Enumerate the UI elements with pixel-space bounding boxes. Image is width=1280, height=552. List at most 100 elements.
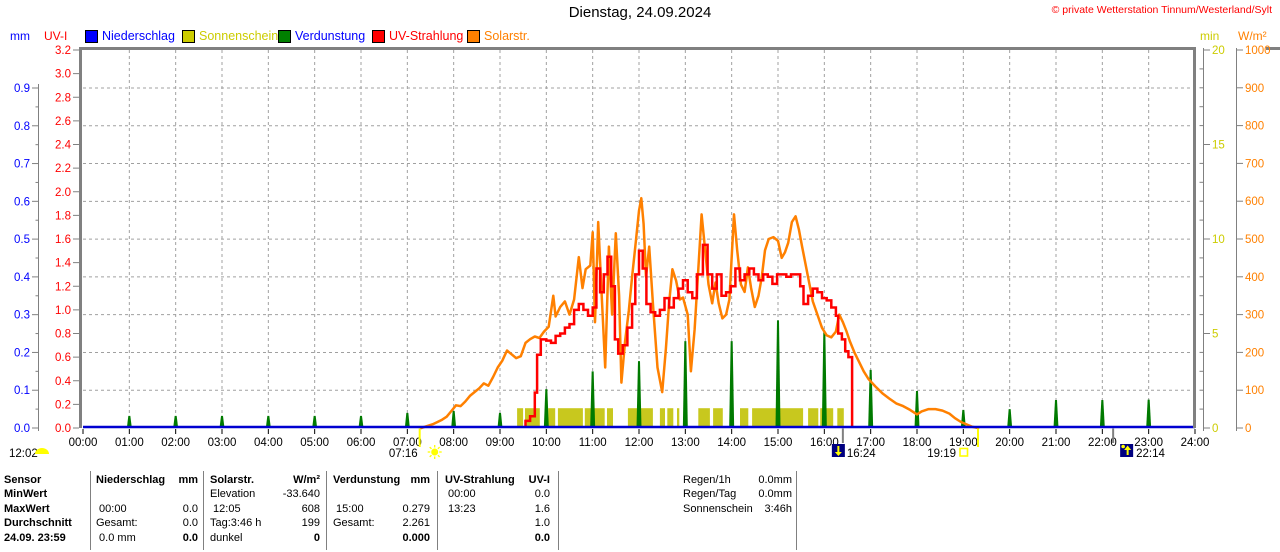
evaporation-bar	[219, 415, 225, 428]
evaporation-bar	[682, 341, 688, 428]
sunset-time: 19:19	[927, 448, 956, 460]
time-tick-label: 20:00	[995, 437, 1024, 449]
table-col-header: Niederschlag mm	[96, 474, 198, 486]
axis-unit-mm: mm	[10, 29, 30, 43]
moon-transit-icon	[35, 448, 49, 454]
solar-series-line	[419, 196, 980, 430]
legend-item-solarstr: Solarstr.	[467, 29, 530, 43]
table-extra-cell: Regen/Tag 0.0mm	[683, 488, 792, 501]
time-tick-label: 05:00	[300, 437, 329, 449]
mm-tick-label: 0.4	[14, 272, 31, 284]
table-cell: Gesamt: 2.261	[333, 517, 430, 530]
table-cell: Tag:3:46 h 199	[210, 517, 320, 530]
table-cell: 13:23 1.6	[445, 502, 550, 515]
evaporation-bar	[358, 415, 364, 428]
uvi-tick-label: 0.4	[55, 376, 72, 388]
sunshine-block	[808, 408, 819, 428]
table-row-label: MinWert	[4, 488, 48, 501]
time-tick-label: 24:00	[1181, 437, 1210, 449]
uvi-tick-label: 2.4	[55, 140, 72, 152]
table-cell: 00:00 0.0	[445, 488, 550, 501]
legend-swatch-icon	[372, 29, 385, 43]
evaporation-bar	[821, 330, 827, 428]
evaporation-bar	[404, 412, 410, 428]
table-col-header: UV-Strahlung UV-I	[445, 474, 550, 486]
wm2-tick-label: 900	[1245, 83, 1264, 95]
uvi-tick-label: 2.0	[55, 187, 71, 199]
axis-unit-uvi: UV-I	[44, 29, 68, 43]
copyright-text: © private Wetterstation Tinnum/Westerlan…	[1051, 4, 1272, 16]
mm-tick-label: 0.3	[14, 310, 30, 322]
legend-swatch-icon	[182, 29, 195, 43]
evaporation-bar	[1099, 400, 1105, 428]
uvi-tick-label: 1.2	[55, 281, 71, 293]
time-tick-label: 03:00	[208, 437, 237, 449]
time-tick-label: 04:00	[254, 437, 283, 449]
time-tick-label: 07:00	[393, 437, 422, 449]
evaporation-bar	[636, 361, 642, 428]
evaporation-bar	[1146, 399, 1152, 428]
table-row-label: MaxWert	[4, 502, 50, 515]
table-divider	[326, 471, 327, 550]
wm2-tick-label: 800	[1245, 121, 1264, 133]
sunshine-block	[525, 408, 540, 428]
table-col-header: Verdunstung mm	[333, 474, 430, 486]
min-tick-label: 5	[1212, 329, 1218, 341]
sunshine-block	[659, 408, 665, 428]
min-tick-label: 15	[1212, 140, 1225, 152]
wm2-tick-label: 700	[1245, 158, 1264, 170]
time-tick-label: 17:00	[856, 437, 885, 449]
uvi-tick-label: 3.2	[55, 45, 71, 57]
min-tick-label: 0	[1212, 423, 1218, 435]
wm2-tick-label: 400	[1245, 272, 1264, 284]
table-extra-cell: Regen/1h 0.0mm	[683, 474, 792, 486]
chart-border-top	[79, 47, 1196, 50]
table-cell: 00:00 0.0	[96, 502, 198, 515]
uvi-tick-label: 0.6	[55, 352, 71, 364]
wm2-tick-label: 600	[1245, 196, 1264, 208]
time-tick-label: 10:00	[532, 437, 561, 449]
wm2-tick-label: 1000	[1245, 45, 1271, 57]
sunshine-block	[740, 408, 749, 428]
sunshine-block	[517, 408, 524, 428]
sunrise-time: 07:16	[389, 448, 418, 460]
evaporation-bar	[312, 415, 318, 428]
uvi-tick-label: 2.6	[55, 116, 71, 128]
table-divider	[796, 471, 797, 550]
table-cell: Gesamt: 0.0	[96, 517, 198, 530]
evaporation-bar	[1053, 400, 1059, 428]
mm-tick-label: 0.5	[14, 234, 30, 246]
mm-tick-label: 0.7	[14, 159, 30, 171]
uvi-tick-label: 2.8	[55, 92, 71, 104]
legend-label: UV-Strahlung	[389, 29, 464, 43]
time-tick-label: 22:00	[1088, 437, 1117, 449]
time-tick-label: 09:00	[486, 437, 515, 449]
mm-tick-label: 0.1	[14, 385, 30, 397]
table-divider	[203, 471, 204, 550]
table-divider	[437, 471, 438, 550]
evaporation-bar	[497, 412, 503, 428]
moonrise-icon	[1120, 444, 1134, 457]
table-cell: 15:00 0.279	[333, 502, 430, 515]
table-cell: Elevation -33.640	[210, 488, 320, 501]
evaporation-bar	[1007, 409, 1013, 428]
uvi-tick-label: 1.6	[55, 234, 71, 246]
min-tick-label: 20	[1212, 45, 1225, 57]
time-tick-label: 23:00	[1134, 437, 1163, 449]
page-title: Dienstag, 24.09.2024	[568, 4, 712, 21]
wm2-tick-label: 300	[1245, 310, 1264, 322]
uvi-tick-label: 0.2	[55, 399, 71, 411]
evaporation-bar	[914, 390, 920, 428]
wm2-tick-label: 500	[1245, 234, 1264, 246]
axis-unit-wm2: W/m²	[1238, 29, 1267, 43]
evaporation-bar	[543, 389, 549, 428]
mm-tick-label: 0.2	[14, 347, 30, 359]
sunshine-block	[557, 408, 583, 428]
sunshine-block	[677, 408, 680, 428]
table-row-label: Sensor	[4, 474, 42, 486]
uvi-tick-label: 1.4	[55, 258, 72, 270]
evaporation-bar	[729, 341, 735, 428]
time-tick-label: 06:00	[347, 437, 376, 449]
